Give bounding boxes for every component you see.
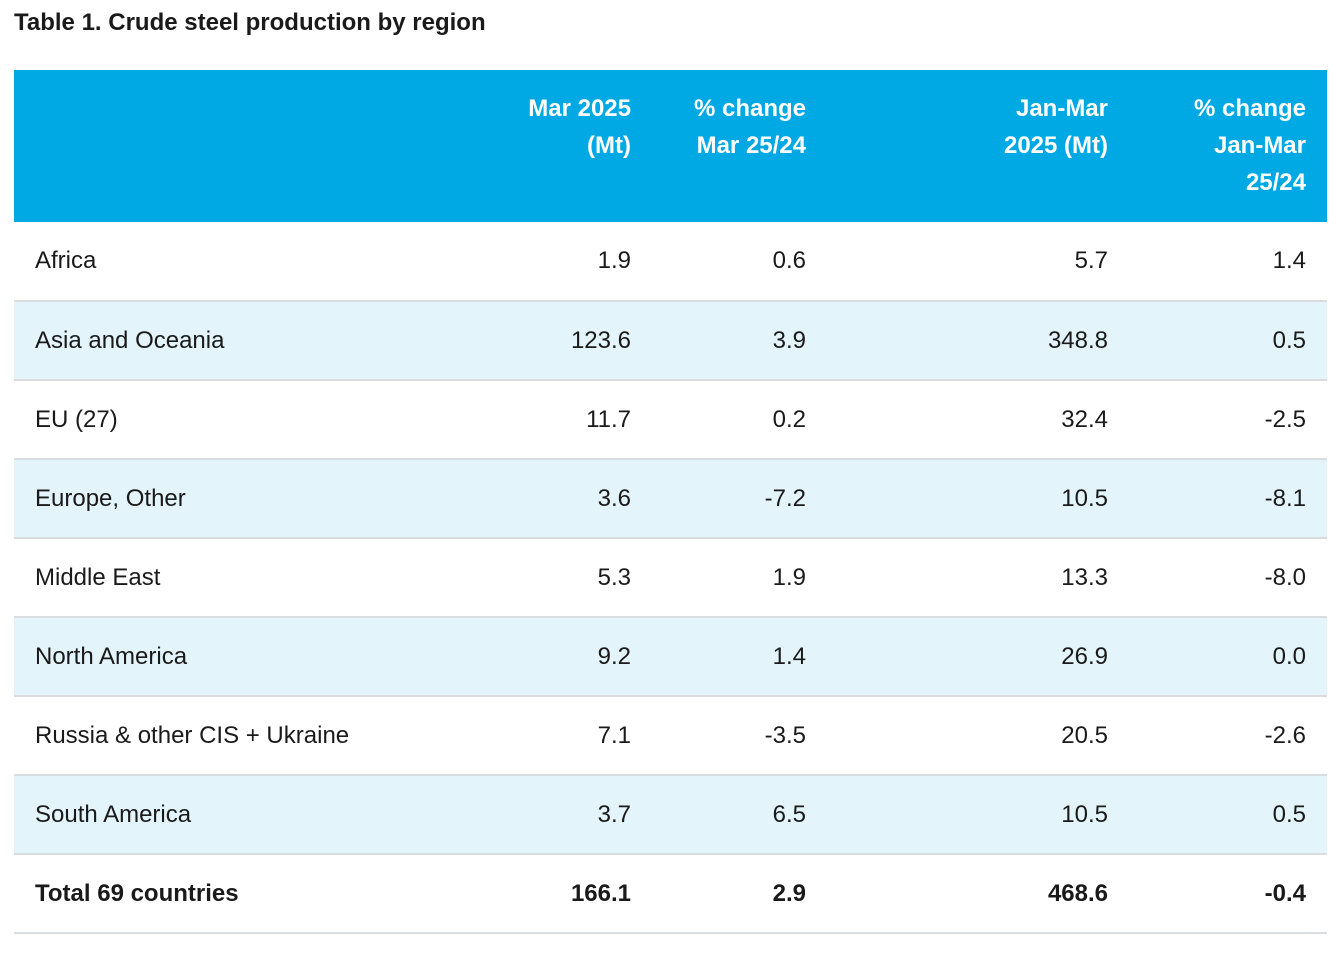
cell-pct-mar: 2.9 [772,879,806,907]
cell-jan-mar-2025: 32.4 [1061,405,1108,433]
header-jan-mar-2025: Jan-Mar 2025 (Mt) [827,70,1129,222]
cell-jan-mar-2025: 10.5 [1061,800,1108,828]
cell-pct-mar: 0.2 [772,405,806,433]
cell-mar-2025: 11.7 [586,405,631,433]
header-line: 2025 (Mt) [1003,132,1108,159]
header-region [14,70,498,222]
cell-pct-mar: 0.6 [772,247,806,274]
cell-jan-mar-2025: 26.9 [1061,642,1108,670]
cell-region: Europe, Other [35,484,186,512]
header-row: Mar 2025 (Mt) % change Mar 25/24 Jan-Mar… [14,70,1327,222]
cell-pct-mar: 1.9 [772,563,806,591]
table-title: Table 1. Crude steel production by regio… [14,9,486,36]
table-row: EU (27) 11.7 0.2 32.4 -2.5 [14,380,1327,459]
table-row: Middle East 5.3 1.9 13.3 -8.0 [14,538,1327,617]
header-line: Mar 25/24 [696,132,806,159]
cell-pct-jan-mar: -8.1 [1264,484,1306,512]
cell-region: Russia & other CIS + Ukraine [35,721,350,749]
table-row: South America 3.7 6.5 10.5 0.5 [14,775,1327,854]
cell-region: Total 69 countries [35,879,239,907]
cell-pct-mar: 3.9 [772,326,806,354]
cell-pct-jan-mar: 0.0 [1272,642,1306,670]
cell-region: Asia and Oceania [35,326,225,354]
table-row: Africa 1.9 0.6 5.7 1.4 [14,222,1327,301]
cell-pct-jan-mar: 0.5 [1272,800,1306,828]
cell-jan-mar-2025: 20.5 [1061,721,1108,749]
cell-pct-mar: 1.4 [772,642,806,670]
cell-mar-2025: 3.7 [597,800,631,828]
header-line: 25/24 [1245,169,1306,196]
cell-pct-jan-mar: -8.0 [1264,563,1306,591]
steel-production-table: Mar 2025 (Mt) % change Mar 25/24 Jan-Mar… [14,70,1327,934]
table-body: Africa 1.9 0.6 5.7 1.4 Asia and Oceania … [14,222,1327,933]
cell-jan-mar-2025: 468.6 [1047,879,1108,907]
cell-pct-jan-mar: 1.4 [1272,247,1306,274]
header-line: (Mt) [587,132,631,159]
cell-mar-2025: 9.2 [597,642,631,670]
cell-pct-mar: -3.5 [764,721,806,749]
cell-region: Middle East [35,563,161,591]
header-pct-change-jan-mar: % change Jan-Mar 25/24 [1129,70,1327,222]
header-line: Mar 2025 [528,95,631,122]
total-row: Total 69 countries 166.1 2.9 468.6 -0.4 [14,854,1327,933]
cell-mar-2025: 5.3 [597,563,631,591]
cell-mar-2025: 3.6 [597,484,631,512]
cell-pct-mar: -7.2 [764,484,806,512]
cell-mar-2025: 7.1 [597,721,631,749]
cell-mar-2025: 166.1 [570,879,631,907]
table-row: Europe, Other 3.6 -7.2 10.5 -8.1 [14,459,1327,538]
table-row: Russia & other CIS + Ukraine 7.1 -3.5 20… [14,696,1327,775]
cell-jan-mar-2025: 5.7 [1074,247,1108,274]
cell-pct-jan-mar: -2.5 [1264,405,1306,433]
cell-mar-2025: 1.9 [597,247,631,274]
cell-region: EU (27) [35,405,118,433]
header-line: % change [693,95,806,122]
header-mar-2025: Mar 2025 (Mt) [498,70,652,222]
cell-pct-jan-mar: -2.6 [1264,721,1306,749]
cell-pct-mar: 6.5 [772,800,806,828]
cell-region: North America [35,642,188,670]
cell-jan-mar-2025: 13.3 [1061,563,1108,591]
cell-region: Africa [35,247,97,274]
cell-jan-mar-2025: 10.5 [1061,484,1108,512]
cell-mar-2025: 123.6 [570,326,631,354]
header-line: Jan-Mar [1015,95,1108,122]
table-header: Mar 2025 (Mt) % change Mar 25/24 Jan-Mar… [14,70,1327,222]
cell-region: South America [35,800,192,828]
table-row: Asia and Oceania 123.6 3.9 348.8 0.5 [14,301,1327,380]
cell-pct-jan-mar: 0.5 [1272,326,1306,354]
header-pct-change-mar: % change Mar 25/24 [652,70,827,222]
cell-pct-jan-mar: -0.4 [1264,879,1306,907]
table-row: North America 9.2 1.4 26.9 0.0 [14,617,1327,696]
header-line: Jan-Mar [1213,132,1306,159]
cell-jan-mar-2025: 348.8 [1047,326,1108,354]
header-line: % change [1193,95,1306,122]
